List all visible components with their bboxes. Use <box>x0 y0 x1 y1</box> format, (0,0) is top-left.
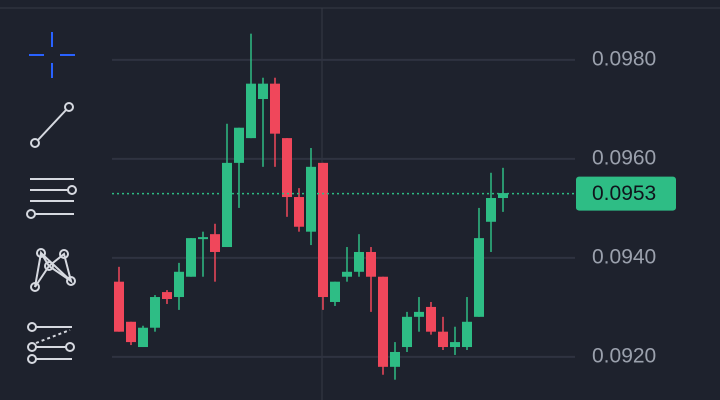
candle-body <box>486 198 496 222</box>
candle-body <box>402 316 412 348</box>
pattern-tool[interactable] <box>30 248 76 292</box>
candle-body <box>426 306 436 332</box>
candle-body <box>450 342 460 348</box>
candle-body <box>438 331 448 348</box>
candle-body <box>390 351 400 367</box>
current-price-box <box>576 176 676 211</box>
candle-body <box>114 281 124 332</box>
y-tick-label: 0.0920 <box>592 344 656 367</box>
candle-body <box>462 321 472 348</box>
candle-body <box>126 321 136 343</box>
candle-body <box>342 271 352 277</box>
y-tick-label: 0.0980 <box>592 47 656 70</box>
candle-body <box>162 292 172 300</box>
candle-body <box>174 271 184 298</box>
candle-body <box>294 197 304 227</box>
trend-line-tool[interactable] <box>30 102 74 148</box>
candle-body <box>258 83 268 100</box>
candle-body <box>234 127 244 163</box>
horizontal-lines-tool[interactable] <box>26 178 77 219</box>
y-tick-label: 0.0960 <box>592 146 656 169</box>
toolbar <box>26 32 77 364</box>
candle-body <box>210 234 220 252</box>
candle-body <box>138 327 148 348</box>
candle-body <box>186 238 196 277</box>
fib-tool[interactable] <box>27 322 75 364</box>
candle-body <box>246 83 256 139</box>
candle-body <box>366 251 376 277</box>
candle-body <box>306 166 316 232</box>
candle-body <box>270 83 280 134</box>
crosshair-tool[interactable] <box>29 32 75 78</box>
candle-body <box>414 311 424 317</box>
candle-body <box>498 193 508 199</box>
candle-body <box>282 138 292 198</box>
candle-body <box>318 162 328 298</box>
candle-body <box>474 238 484 317</box>
candle-body <box>354 251 364 272</box>
candle-body <box>378 276 388 367</box>
y-tick-label: 0.0940 <box>592 245 656 268</box>
candle-body <box>198 237 208 240</box>
current-price-label: 0.0953 <box>592 182 656 205</box>
candle-body <box>330 281 340 302</box>
candle-body <box>150 297 160 328</box>
candle-body <box>222 162 232 248</box>
